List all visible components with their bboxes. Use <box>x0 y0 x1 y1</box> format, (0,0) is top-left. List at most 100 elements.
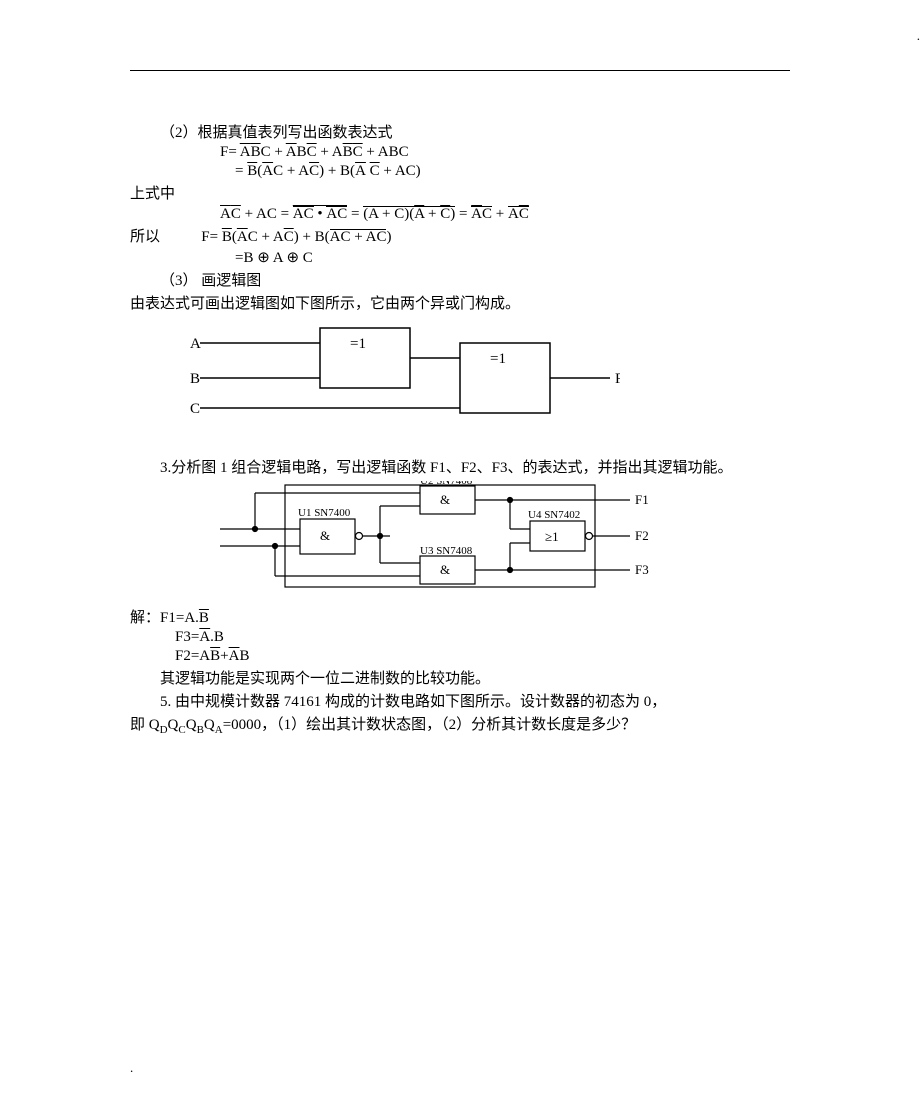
d2-f1: F1 <box>635 492 649 507</box>
header-rule <box>130 70 790 71</box>
d2-u1: U1 SN7400 <box>298 507 351 519</box>
t: C <box>231 206 241 222</box>
t: B <box>239 648 249 664</box>
t: A <box>414 206 424 222</box>
t: C <box>178 724 185 736</box>
label-b: B <box>190 371 200 387</box>
midtext: 上式中 <box>130 182 790 203</box>
t: C <box>284 229 294 245</box>
solution-f2: F2=AB+AB <box>175 648 790 665</box>
t: ) <box>450 206 455 222</box>
t: B <box>247 163 257 179</box>
t: B <box>222 229 232 245</box>
t: C <box>482 206 492 222</box>
t: + <box>492 206 508 222</box>
t: AC) <box>395 163 421 179</box>
t: • <box>314 206 327 222</box>
gate2-label: =1 <box>490 351 506 367</box>
t: ) <box>319 163 324 179</box>
problem3-text: 3.分析图 1 组合逻辑电路，写出逻辑函数 F1、F2、F3、的表达式，并指出其… <box>130 456 790 477</box>
label-c: C <box>190 401 200 417</box>
eq1-left: F= <box>220 144 237 160</box>
t: A <box>293 206 304 222</box>
t: B <box>343 144 353 160</box>
t: + <box>424 206 440 222</box>
t: C <box>307 144 317 160</box>
t: A <box>355 163 366 179</box>
document-page: . （2）根据真值表列写出函数表达式 F= ABC + ABC + ABC + … <box>0 0 920 778</box>
so-label: 所以 <box>130 229 160 245</box>
problem5-line1: 5. 由中规模计数器 74161 构成的计数电路如下图所示。设计数器的初态为 0… <box>130 690 790 711</box>
t: F3= <box>175 629 199 645</box>
t: F= <box>201 229 222 245</box>
d2-and3: & <box>440 562 450 577</box>
section3-heading: （3） 画逻辑图 <box>160 269 790 290</box>
t: + AC = <box>241 206 293 222</box>
t: A <box>262 163 273 179</box>
t: B <box>251 144 261 160</box>
solution-conclusion: 其逻辑功能是实现两个一位二进制数的比较功能。 <box>160 667 790 688</box>
t: C <box>353 144 363 160</box>
t: A <box>298 163 309 179</box>
d2-and1: & <box>320 528 330 543</box>
gate1-label: =1 <box>350 336 366 352</box>
t: = <box>459 206 471 222</box>
t: = <box>351 206 363 222</box>
t: C <box>304 206 314 222</box>
t: A <box>199 629 210 645</box>
xor-diagram: A B C =1 =1 F <box>190 323 790 438</box>
sol-head: 解： <box>130 610 160 626</box>
t: 即 Q <box>130 717 160 733</box>
t: (A + C)( <box>363 206 414 222</box>
t: Q <box>168 717 179 733</box>
p3-text: 3.分析图 1 组合逻辑电路，写出逻辑函数 F1、F2、F3、的表达式，并指出其… <box>160 460 733 476</box>
t: + <box>283 163 298 179</box>
d2-and2: & <box>440 492 450 507</box>
t: = <box>235 163 247 179</box>
t: C <box>519 206 529 222</box>
t: AC + AC <box>330 229 387 245</box>
circuit-svg: A B U1 SN7400 U2 SN7408 U3 SN7408 U4 SN7… <box>220 481 660 591</box>
t: B <box>197 724 204 736</box>
t: C <box>261 144 271 160</box>
t: A <box>508 206 519 222</box>
t: + <box>320 144 331 160</box>
d2-u3: U3 SN7408 <box>420 545 473 557</box>
t: F2=A <box>175 648 210 664</box>
t: ) + B( <box>294 229 330 245</box>
label-f: F <box>615 371 620 387</box>
t: C <box>248 229 258 245</box>
d2-or: ≥1 <box>545 529 559 544</box>
t: C <box>309 163 319 179</box>
t: A <box>471 206 482 222</box>
d2-f2: F2 <box>635 528 649 543</box>
t: B <box>297 144 307 160</box>
t: A <box>215 724 223 736</box>
xor-svg: A B C =1 =1 F <box>190 323 620 433</box>
so-line: 所以 F= B(AC + AC) + B(AC + AC) <box>130 225 790 246</box>
t: A <box>286 144 297 160</box>
t: C <box>440 206 450 222</box>
t: A <box>220 206 231 222</box>
solution-f1: 解：F1=A.B <box>130 606 790 627</box>
eq-f-line1: F= ABC + ABC + ABC + ABC <box>220 144 790 161</box>
section2-heading: （2）根据真值表列写出函数表达式 <box>160 121 790 142</box>
t: F1=A. <box>160 610 199 626</box>
t: A <box>273 229 284 245</box>
eq3: AC + AC = AC • AC = (A + C)(A + C) = AC … <box>220 205 790 223</box>
t: A <box>229 648 240 664</box>
t: Q <box>186 717 197 733</box>
solution-f3: F3=A.B <box>175 629 790 646</box>
t: + <box>258 229 273 245</box>
t: ABC <box>378 144 409 160</box>
t: =0000，（1）绘出其计数状态图，（2）分析其计数长度是多少？ <box>223 717 636 733</box>
t: + <box>274 144 285 160</box>
t: + <box>380 163 395 179</box>
t: A <box>240 144 251 160</box>
corner-dot-bottom: . <box>130 1060 920 1076</box>
t: Q <box>204 717 215 733</box>
t: .B <box>210 629 224 645</box>
eq5: =B ⊕ A ⊕ C <box>235 248 790 267</box>
t: C <box>370 163 380 179</box>
t: A <box>332 144 343 160</box>
